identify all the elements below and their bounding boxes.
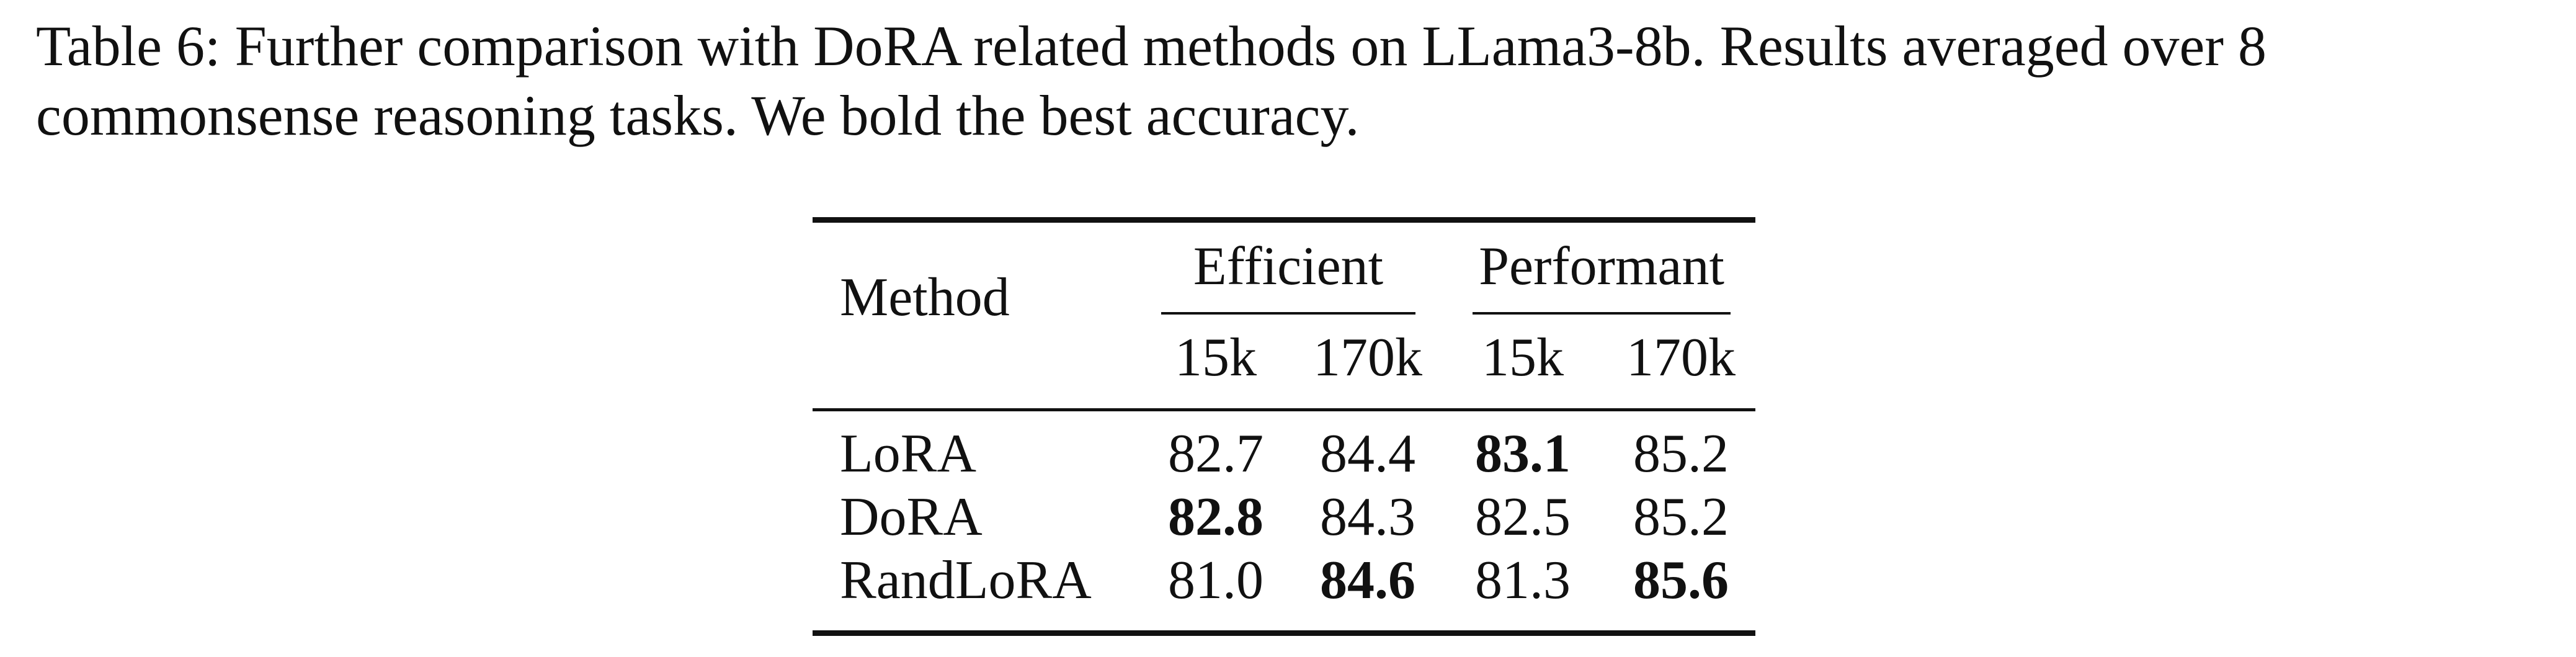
top-rule xyxy=(813,217,1755,223)
performant-group-header: Performant xyxy=(1479,236,1724,297)
subheader-efficient-170k: 170k xyxy=(1313,328,1422,388)
table-cell: 85.2 xyxy=(1633,424,1729,484)
row-method-label: DoRA xyxy=(840,487,983,547)
bottom-rule xyxy=(813,630,1755,636)
row-method-label: RandLoRA xyxy=(840,550,1092,610)
table-cell: 83.1 xyxy=(1475,424,1571,484)
table-cell: 85.6 xyxy=(1633,550,1729,610)
caption-line-1: Table 6: Further comparison with DoRA re… xyxy=(36,14,2266,78)
row-method-label: LoRA xyxy=(840,424,976,484)
table-cell: 82.5 xyxy=(1475,487,1571,547)
efficient-group-header: Efficient xyxy=(1193,236,1384,297)
table-cell: 81.3 xyxy=(1475,550,1571,610)
table-cell: 81.0 xyxy=(1168,550,1263,610)
table-cell: 84.4 xyxy=(1320,424,1415,484)
table-cell: 84.6 xyxy=(1320,550,1415,610)
subheader-performant-15k: 15k xyxy=(1482,328,1564,388)
method-column-header: Method xyxy=(840,267,1010,328)
subheader-performant-170k: 170k xyxy=(1626,328,1736,388)
subheader-efficient-15k: 15k xyxy=(1175,328,1257,388)
performant-group-rule xyxy=(1473,312,1731,315)
table-cell: 84.3 xyxy=(1320,487,1415,547)
efficient-group-rule xyxy=(1161,312,1415,315)
caption-line-2: commonsense reasoning tasks. We bold the… xyxy=(36,84,1360,147)
table-cell: 82.7 xyxy=(1168,424,1263,484)
table-caption: Table 6: Further comparison with DoRA re… xyxy=(36,11,2554,150)
header-rule xyxy=(813,408,1755,411)
table-cell: 82.8 xyxy=(1168,487,1263,547)
table-cell: 85.2 xyxy=(1633,487,1729,547)
